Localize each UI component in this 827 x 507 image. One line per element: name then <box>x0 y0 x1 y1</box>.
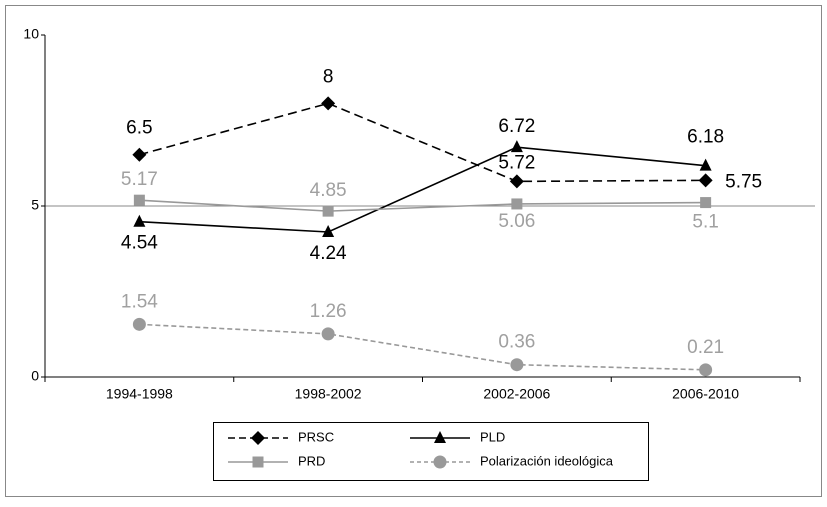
data-point <box>322 205 334 217</box>
data-label: 6.18 <box>687 127 724 148</box>
legend-box <box>213 422 649 481</box>
y-tick-label: 0 <box>31 368 39 384</box>
x-tick-label: 2006-2010 <box>672 386 739 402</box>
data-point <box>321 327 335 341</box>
series-line <box>139 102 706 183</box>
legend-marker <box>434 431 446 443</box>
data-point <box>133 214 146 227</box>
data-point <box>509 174 524 189</box>
data-label: 5.75 <box>725 171 762 192</box>
data-label: 8 <box>323 66 334 87</box>
data-label: 5.72 <box>498 152 535 173</box>
data-label: 4.85 <box>310 180 347 201</box>
data-point <box>321 96 336 111</box>
data-point <box>132 147 147 162</box>
data-label: 5.06 <box>498 211 535 232</box>
data-point <box>511 198 523 210</box>
legend-marker <box>252 456 264 468</box>
data-label: 6.72 <box>498 116 535 137</box>
data-label: 1.54 <box>121 291 158 312</box>
data-label: 6.5 <box>126 118 152 139</box>
series-line <box>139 199 706 212</box>
legend-marker <box>433 455 447 469</box>
data-point <box>133 194 145 206</box>
chart-frame <box>5 5 822 497</box>
y-tick-label: 5 <box>31 197 39 213</box>
data-point <box>700 197 712 209</box>
series-line <box>139 323 706 371</box>
legend-label: Polarización ideológica <box>480 453 614 468</box>
data-point <box>698 173 713 188</box>
data-point <box>510 140 523 153</box>
legend-marker <box>251 431 265 445</box>
data-label: 5.1 <box>692 212 718 233</box>
legend-label: PLD <box>480 429 505 444</box>
data-point <box>322 224 335 237</box>
x-tick-label: 1998-2002 <box>295 386 362 402</box>
y-tick-label: 10 <box>23 26 39 42</box>
legend-label: PRD <box>298 453 325 468</box>
data-point <box>699 158 712 171</box>
data-label: 4.24 <box>310 243 347 264</box>
data-label: 5.17 <box>121 169 158 190</box>
x-tick-label: 2002-2006 <box>483 386 550 402</box>
x-tick-label: 1994-1998 <box>106 386 173 402</box>
series-line <box>139 146 706 233</box>
data-label: 0.36 <box>498 332 535 353</box>
data-label: 1.26 <box>310 301 347 322</box>
data-label: 0.21 <box>687 337 724 358</box>
data-point <box>510 358 524 372</box>
data-label: 4.54 <box>121 233 158 254</box>
data-point <box>132 317 146 331</box>
legend-label: PRSC <box>298 429 334 444</box>
data-point <box>699 363 713 377</box>
